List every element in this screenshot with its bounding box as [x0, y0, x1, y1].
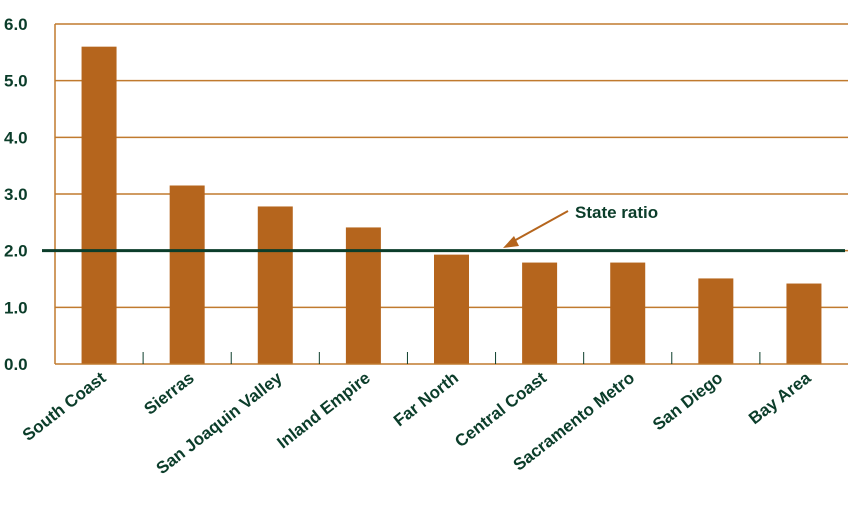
y-tick-label: 5.0	[4, 72, 28, 91]
state-ratio-annotation: State ratio	[503, 203, 658, 248]
y-tick-label: 0.0	[4, 355, 28, 374]
category-label: Inland Empire	[274, 368, 374, 452]
bar	[610, 262, 646, 364]
category-label: Sierras	[140, 368, 197, 418]
bar	[169, 185, 205, 364]
bar	[786, 283, 822, 364]
bar	[522, 262, 558, 364]
y-tick-label: 3.0	[4, 185, 28, 204]
bar	[81, 46, 117, 365]
bar	[698, 278, 734, 364]
bar	[345, 227, 381, 364]
axes	[54, 24, 848, 365]
category-label: San Diego	[649, 368, 726, 434]
y-tick-label: 6.0	[4, 15, 28, 34]
category-label: Bay Area	[745, 368, 815, 428]
y-tick-label: 2.0	[4, 242, 28, 261]
bars	[81, 46, 822, 365]
bar	[434, 254, 469, 364]
category-label: South Coast	[19, 368, 110, 445]
category-label: Far North	[390, 368, 462, 430]
y-tick-label: 1.0	[4, 298, 28, 317]
y-tick-label: 4.0	[4, 128, 28, 147]
state-ratio-label: State ratio	[575, 203, 658, 222]
y-tick-labels: 0.0 1.0 2.0 3.0 4.0 5.0 6.0	[4, 15, 28, 374]
bar	[257, 206, 293, 364]
annotation-arrowhead	[503, 236, 519, 248]
annotation-arrow-shaft	[511, 210, 569, 243]
